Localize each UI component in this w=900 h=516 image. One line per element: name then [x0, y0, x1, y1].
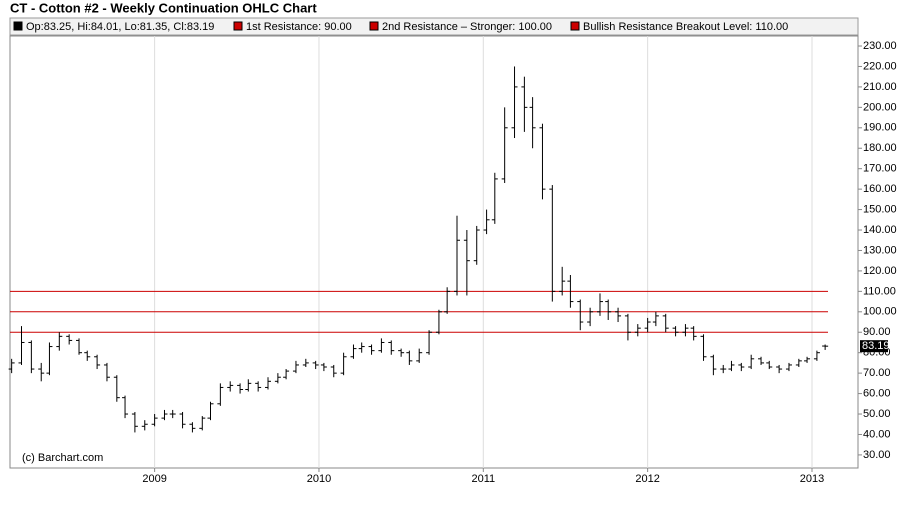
legend-swatch	[570, 21, 580, 31]
y-tick-label: 130.00	[863, 244, 897, 256]
y-tick-label: 230.00	[863, 40, 897, 52]
y-tick-label: 200.00	[863, 101, 897, 113]
y-tick-label: 170.00	[863, 163, 897, 175]
y-tick-label: 70.00	[863, 367, 891, 379]
y-tick-label: 100.00	[863, 306, 897, 318]
y-tick-label: 180.00	[863, 142, 897, 154]
y-tick-label: 120.00	[863, 265, 897, 277]
y-tick-label: 150.00	[863, 203, 897, 215]
x-tick-label: 2012	[635, 473, 659, 485]
legend-label: Op:83.25, Hi:84.01, Lo:81.35, Cl:83.19	[26, 21, 214, 33]
chart-title: CT - Cotton #2 - Weekly Continuation OHL…	[10, 0, 317, 15]
y-tick-label: 110.00	[863, 285, 896, 297]
x-tick-label: 2009	[142, 473, 166, 485]
y-tick-label: 190.00	[863, 122, 897, 134]
y-tick-label: 50.00	[863, 408, 891, 420]
x-tick-label: 2011	[471, 473, 495, 485]
y-tick-label: 210.00	[863, 81, 897, 93]
y-tick-label: 220.00	[863, 60, 897, 72]
legend-label: 1st Resistance: 90.00	[246, 21, 352, 33]
x-tick-label: 2013	[800, 473, 824, 485]
legend-swatch	[369, 21, 379, 31]
plot-area	[9, 35, 859, 469]
legend-label: Bullish Resistance Breakout Level: 110.0…	[583, 21, 788, 33]
legend-label: 2nd Resistance – Stronger: 100.00	[382, 21, 552, 33]
legend-swatch	[13, 21, 23, 31]
y-tick-label: 160.00	[863, 183, 897, 195]
last-price-label: 83.19	[862, 340, 890, 352]
x-tick-label: 2010	[307, 473, 331, 485]
y-tick-label: 60.00	[863, 387, 891, 399]
y-tick-label: 140.00	[863, 224, 897, 236]
legend-bar	[9, 17, 859, 36]
credit: (c) Barchart.com	[22, 452, 103, 464]
y-tick-label: 30.00	[863, 449, 891, 461]
legend-swatch	[233, 21, 243, 31]
y-tick-label: 90.00	[863, 326, 891, 338]
y-tick-label: 40.00	[863, 428, 891, 440]
last-price-tag	[860, 340, 888, 353]
